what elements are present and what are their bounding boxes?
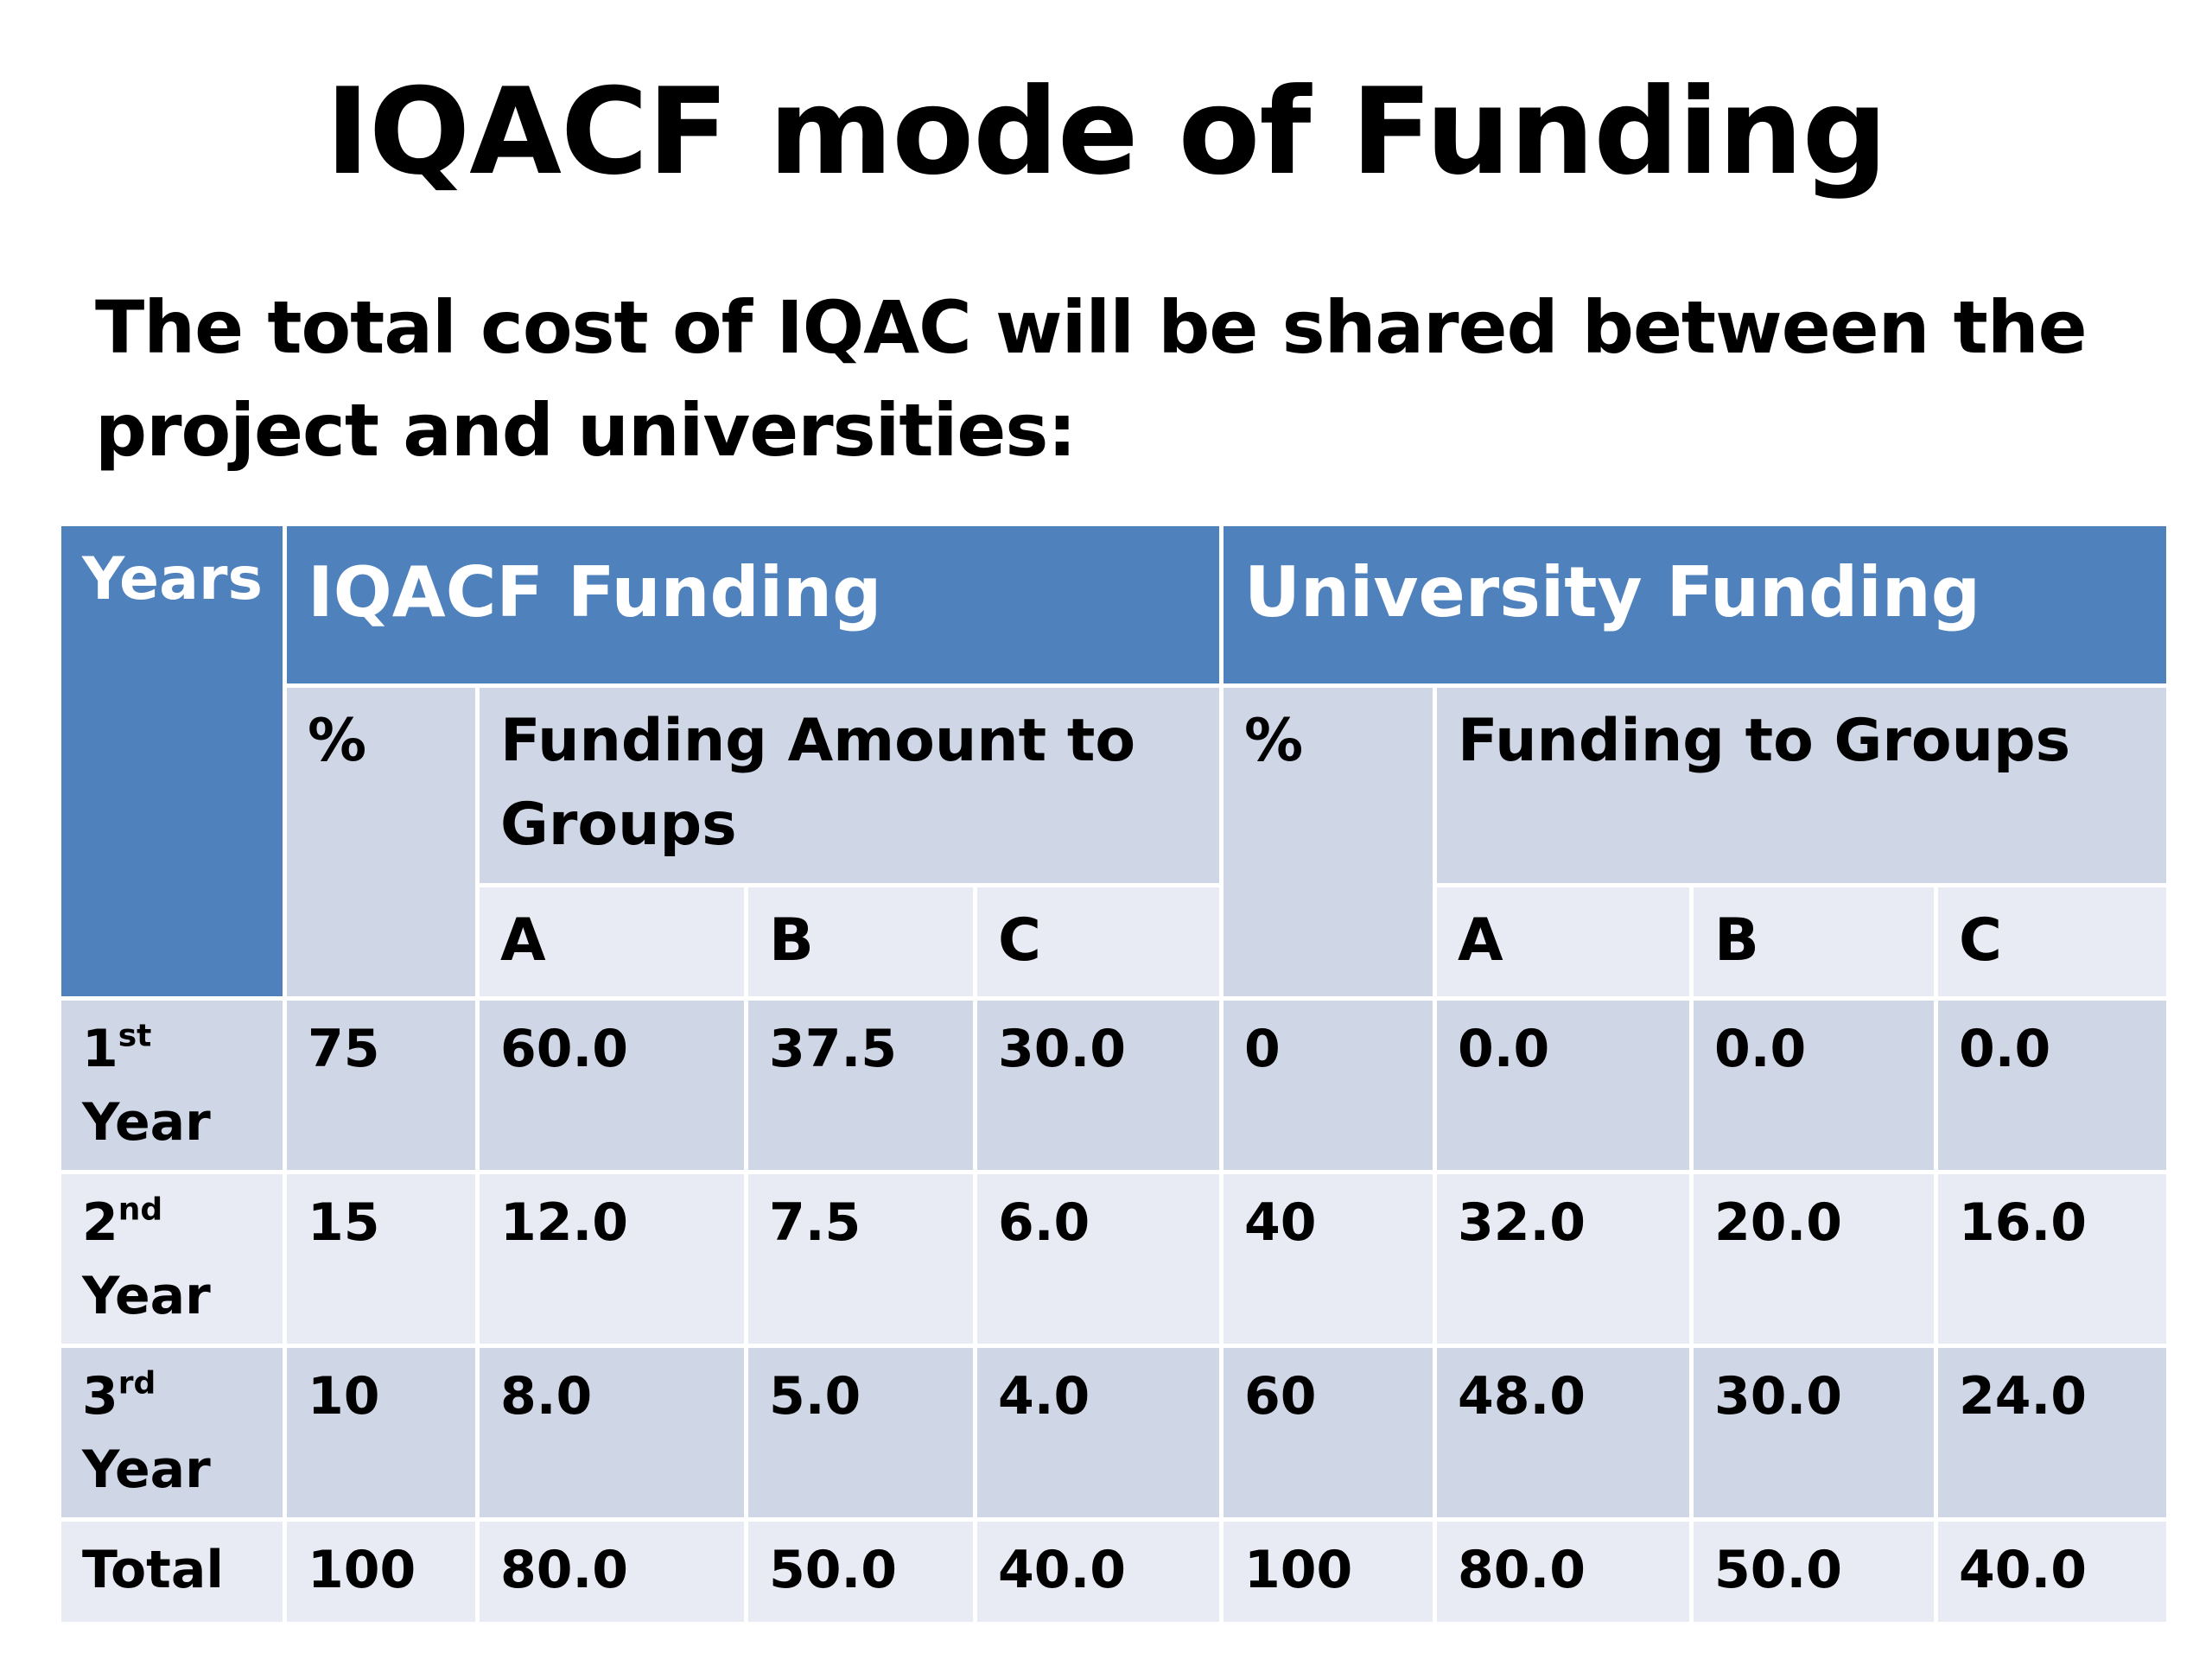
slide-subtitle: The total cost of IQAC will be shared be… [95,285,2088,474]
university-percent-cell: 40 [1224,1174,1433,1344]
year-suffix: nd [118,1192,163,1228]
header-iqacf-amount: Funding Amount to Groups [480,688,1219,883]
iqacf-a-cell: 12.0 [480,1174,744,1344]
university-percent-cell: 0 [1224,1001,1433,1170]
year-cell: 1st Year [61,1001,283,1170]
header-row-middle: % Funding Amount to Groups % Funding to … [61,688,2167,996]
university-b-cell: 30.0 [1694,1348,1934,1517]
year-suffix: st [118,1018,152,1054]
university-percent-cell: 60 [1224,1348,1433,1517]
header-university-group-b: B [1694,887,1934,996]
total-label-cell: Total [61,1522,283,1622]
iqacf-percent-cell: 75 [287,1001,475,1170]
total-iqacf-a-cell: 80.0 [480,1522,744,1622]
iqacf-a-cell: 8.0 [480,1348,744,1517]
iqacf-b-cell: 7.5 [748,1174,973,1344]
iqacf-a-cell: 60.0 [480,1001,744,1170]
header-iqacf-group-b: B [748,887,973,996]
header-iqacf-group-a: A [480,887,744,996]
total-university-percent-cell: 100 [1224,1522,1433,1622]
total-iqacf-b-cell: 50.0 [748,1522,973,1622]
funding-table: Years IQACF Funding University Funding %… [57,522,2171,1626]
header-iqacf-funding: IQACF Funding [287,526,1219,683]
year-word: Year [82,1440,211,1501]
year-cell: 3rd Year [61,1348,283,1517]
university-b-cell: 20.0 [1694,1174,1934,1344]
header-university-group-a: A [1437,887,1689,996]
iqacf-percent-cell: 15 [287,1174,475,1344]
header-years: Years [61,526,283,996]
iqacf-c-cell: 4.0 [977,1348,1219,1517]
total-iqacf-percent-cell: 100 [287,1522,475,1622]
total-university-c-cell: 40.0 [1938,1522,2167,1622]
university-c-cell: 0.0 [1938,1001,2167,1170]
university-c-cell: 16.0 [1938,1174,2167,1344]
header-row-top: Years IQACF Funding University Funding [61,526,2167,996]
header-iqacf-group-c: C [977,887,1219,996]
university-a-cell: 0.0 [1437,1001,1689,1170]
slide-title: IQACF mode of Funding [325,62,1888,201]
header-row-groups: A B C A B C [61,887,2167,996]
iqacf-b-cell: 37.5 [748,1001,973,1170]
university-a-cell: 48.0 [1437,1348,1689,1517]
year-suffix: rd [118,1365,156,1402]
year-number: 1 [82,1019,118,1079]
header-university-percent: % [1224,688,1433,996]
table-row: 1st Year 75 60.0 37.5 30.0 0 0.0 0.0 0.0 [61,1001,2167,1170]
table-row: 2nd Year 15 12.0 7.5 6.0 40 32.0 20.0 16.… [61,1174,2167,1344]
iqacf-b-cell: 5.0 [748,1348,973,1517]
total-row: Total 100 80.0 50.0 40.0 100 80.0 50.0 4… [61,1522,2167,1622]
year-word: Year [82,1266,211,1327]
iqacf-percent-cell: 10 [287,1348,475,1517]
header-university-group-c: C [1938,887,2167,996]
iqacf-c-cell: 6.0 [977,1174,1219,1344]
university-a-cell: 32.0 [1437,1174,1689,1344]
table-row: 3rd Year 10 8.0 5.0 4.0 60 48.0 30.0 24.0 [61,1348,2167,1517]
year-number: 2 [82,1192,118,1253]
total-iqacf-c-cell: 40.0 [977,1522,1219,1622]
header-iqacf-percent: % [287,688,475,996]
header-university-funding: University Funding [1224,526,2167,683]
year-cell: 2nd Year [61,1174,283,1344]
year-number: 3 [82,1366,118,1427]
total-university-b-cell: 50.0 [1694,1522,1934,1622]
university-b-cell: 0.0 [1694,1001,1934,1170]
iqacf-c-cell: 30.0 [977,1001,1219,1170]
year-word: Year [82,1092,211,1154]
header-university-groups: Funding to Groups [1437,688,2167,883]
university-c-cell: 24.0 [1938,1348,2167,1517]
total-university-a-cell: 80.0 [1437,1522,1689,1622]
